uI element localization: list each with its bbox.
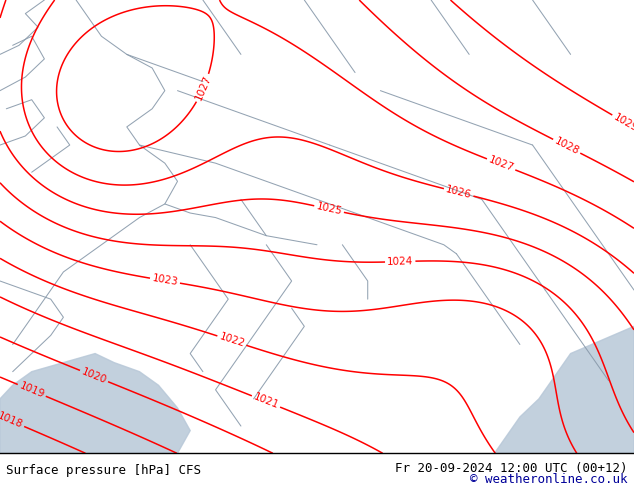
Text: 1018: 1018 <box>0 411 24 430</box>
Text: 1021: 1021 <box>252 392 280 411</box>
Text: 1022: 1022 <box>217 332 246 349</box>
Text: 1025: 1025 <box>315 201 343 217</box>
Text: 1020: 1020 <box>80 367 108 386</box>
Text: 1019: 1019 <box>18 381 46 400</box>
Text: Fr 20-09-2024 12:00 UTC (00+12): Fr 20-09-2024 12:00 UTC (00+12) <box>395 463 628 475</box>
Text: 1029: 1029 <box>612 112 634 134</box>
Text: 1027: 1027 <box>487 155 515 174</box>
Text: 1023: 1023 <box>151 273 179 288</box>
Text: 1026: 1026 <box>444 184 473 200</box>
Text: Surface pressure [hPa] CFS: Surface pressure [hPa] CFS <box>6 464 202 477</box>
Polygon shape <box>0 354 190 453</box>
Text: © weatheronline.co.uk: © weatheronline.co.uk <box>470 473 628 486</box>
Text: 1024: 1024 <box>387 256 413 267</box>
Text: 1028: 1028 <box>553 136 581 157</box>
Text: 1027: 1027 <box>193 74 213 102</box>
Polygon shape <box>495 326 634 453</box>
